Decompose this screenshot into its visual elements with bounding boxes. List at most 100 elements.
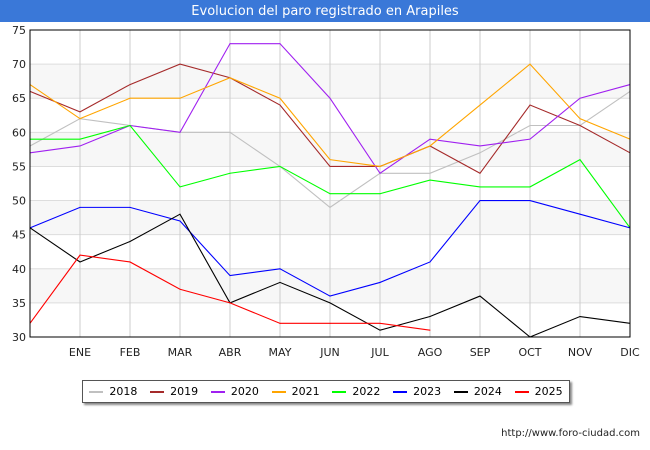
legend-label: 2020 xyxy=(230,385,259,398)
data-point-2022 xyxy=(79,138,81,140)
data-point-2025 xyxy=(279,322,281,324)
data-point-2023 xyxy=(79,206,81,208)
y-tick-label: 60 xyxy=(12,126,26,139)
data-point-2024 xyxy=(579,316,581,318)
data-point-2022 xyxy=(529,186,531,188)
legend-label: 2024 xyxy=(473,385,502,398)
data-point-2022 xyxy=(279,165,281,167)
data-point-2023 xyxy=(129,206,131,208)
data-point-2020 xyxy=(179,131,181,133)
legend-item-2024: 2024 xyxy=(453,385,502,398)
data-point-2021 xyxy=(529,63,531,65)
data-point-2025 xyxy=(179,288,181,290)
x-tick-label: JUL xyxy=(370,346,389,359)
data-point-2020 xyxy=(229,43,231,45)
x-tick-label: FEB xyxy=(120,346,141,359)
legend: 2018 2019 2020 2021 2022 2023 2024 2025 xyxy=(82,380,570,403)
data-point-2024 xyxy=(429,316,431,318)
y-tick-label: 35 xyxy=(12,297,26,310)
legend-swatch xyxy=(514,390,529,393)
data-point-2023 xyxy=(179,220,181,222)
data-point-2020 xyxy=(579,97,581,99)
source-url: http://www.foro-ciudad.com xyxy=(501,428,640,439)
plot-border xyxy=(29,29,631,338)
data-point-2022 xyxy=(179,186,181,188)
x-tick-label: NOV xyxy=(568,346,593,359)
data-point-2020 xyxy=(379,172,381,174)
x-tick-label: JUN xyxy=(319,346,340,359)
data-point-2025 xyxy=(379,322,381,324)
line-chart: 30 35 40 45 50 55 60 65 70 75 ENE FEB MAR ABR MAY JUN JU… xyxy=(12,24,640,359)
data-point-2019 xyxy=(129,84,131,86)
data-point-2020 xyxy=(329,97,331,99)
legend-label: 2019 xyxy=(170,385,199,398)
x-tick-label: MAR xyxy=(168,346,193,359)
x-tick-label: OCT xyxy=(518,346,541,359)
x-tick-label: MAY xyxy=(269,346,292,359)
data-point-2020 xyxy=(79,145,81,147)
data-point-2021 xyxy=(429,145,431,147)
y-tick-label: 30 xyxy=(12,331,26,344)
data-point-2024 xyxy=(479,295,481,297)
data-point-2025 xyxy=(129,261,131,263)
data-point-2021 xyxy=(229,77,231,79)
data-point-2018 xyxy=(329,206,331,208)
data-point-2021 xyxy=(329,159,331,161)
data-point-2019 xyxy=(79,111,81,113)
legend-item-2022: 2022 xyxy=(332,385,380,398)
data-point-2019 xyxy=(179,63,181,65)
legend-swatch xyxy=(271,390,286,393)
legend-swatch xyxy=(453,390,468,393)
data-point-2023 xyxy=(529,200,531,202)
legend-swatch xyxy=(210,390,225,393)
data-point-2023 xyxy=(229,275,231,277)
data-point-2020 xyxy=(529,138,531,140)
legend-label: 2025 xyxy=(534,385,563,398)
data-point-2024 xyxy=(279,281,281,283)
data-point-2021 xyxy=(79,118,81,120)
y-tick-label: 45 xyxy=(12,229,26,242)
data-point-2022 xyxy=(129,125,131,127)
legend-swatch xyxy=(89,390,104,393)
x-tick-label: ENE xyxy=(69,346,91,359)
x-tick-label: DIC xyxy=(620,346,640,359)
chart-title: Evolucion del paro registrado en Arapile… xyxy=(0,0,650,22)
legend-item-2023: 2023 xyxy=(393,385,441,398)
data-point-2023 xyxy=(579,213,581,215)
data-point-2018 xyxy=(429,172,431,174)
data-point-2019 xyxy=(579,125,581,127)
data-point-2024 xyxy=(179,213,181,215)
legend-swatch xyxy=(150,390,165,393)
legend-swatch xyxy=(332,390,347,393)
legend-item-2025: 2025 xyxy=(514,385,563,398)
legend-label: 2023 xyxy=(413,385,442,398)
legend-item-2019: 2019 xyxy=(150,385,198,398)
legend-item-2021: 2021 xyxy=(271,385,320,398)
data-point-2020 xyxy=(479,145,481,147)
data-point-2022 xyxy=(579,159,581,161)
data-point-2022 xyxy=(429,179,431,181)
data-point-2021 xyxy=(479,104,481,106)
x-tick-label: AGO xyxy=(418,346,443,359)
data-point-2023 xyxy=(329,295,331,297)
data-point-2025 xyxy=(329,322,331,324)
data-point-2018 xyxy=(479,152,481,154)
data-point-2025 xyxy=(429,329,431,331)
data-point-2025 xyxy=(79,254,81,256)
data-point-2023 xyxy=(479,200,481,202)
data-point-2018 xyxy=(229,131,231,133)
data-point-2019 xyxy=(529,104,531,106)
data-point-2024 xyxy=(129,240,131,242)
data-point-2024 xyxy=(379,329,381,331)
y-tick-label: 50 xyxy=(12,195,26,208)
data-point-2023 xyxy=(279,268,281,270)
data-point-2021 xyxy=(279,97,281,99)
data-point-2022 xyxy=(479,186,481,188)
data-point-2019 xyxy=(279,104,281,106)
data-point-2022 xyxy=(229,172,231,174)
data-point-2024 xyxy=(79,261,81,263)
data-point-2021 xyxy=(379,165,381,167)
data-point-2018 xyxy=(529,125,531,127)
legend-item-2020: 2020 xyxy=(210,385,259,398)
data-point-2019 xyxy=(329,165,331,167)
